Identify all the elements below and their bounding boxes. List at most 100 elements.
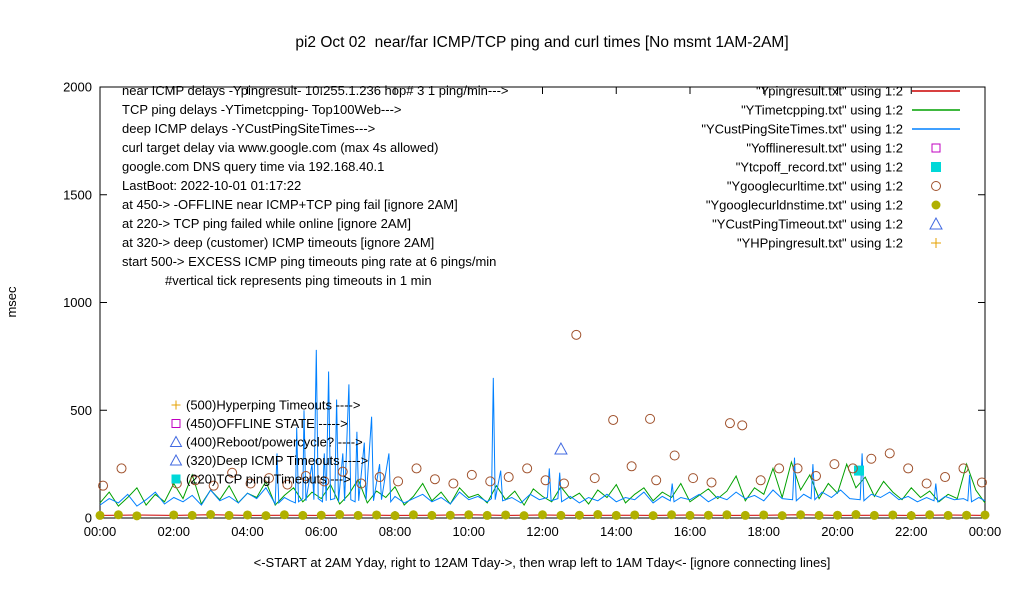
circle-filled-marker (408, 510, 418, 520)
square-filled-marker (171, 474, 181, 484)
x-tick-label: 12:00 (526, 524, 559, 539)
circle-filled-marker (445, 510, 455, 520)
legend: "Ypingresult.txt" using 1:2 "YTimetcpping… (701, 84, 960, 251)
circle-open-marker (485, 476, 496, 487)
y-tick-label: 1000 (63, 295, 92, 310)
series-cust-ping-timeout (554, 441, 568, 455)
annotation-line: LastBoot: 2022-10-01 01:17:22 (122, 178, 301, 193)
circle-filled-marker (482, 510, 492, 520)
x-tick-label: 06:00 (305, 524, 338, 539)
annotations-layer: near ICMP delays -Ypingresult- 10.255.1.… (122, 83, 509, 487)
x-tick-label: 10:00 (452, 524, 485, 539)
circle-filled-marker (353, 510, 363, 520)
annotation-line: TCP ping delays -YTimetcpping- Top100Web… (122, 102, 402, 117)
plus-marker (931, 238, 941, 248)
circle-filled-marker (390, 511, 400, 521)
x-tick-label: 16:00 (674, 524, 707, 539)
circle-open-marker (559, 478, 570, 489)
y-tick-label: 0 (85, 511, 92, 526)
series-tcpoff (854, 465, 865, 476)
circle-open-marker (466, 469, 477, 480)
x-tick-label: 14:00 (600, 524, 633, 539)
plus-marker (171, 400, 181, 410)
circle-open-marker (903, 463, 914, 474)
annotation-line: #vertical tick represents ping timeouts … (165, 273, 432, 288)
circle-open-marker (774, 463, 785, 474)
circle-filled-marker (814, 510, 824, 520)
x-tick-label: 04:00 (231, 524, 264, 539)
legend-label-google-curl: "Ygooglecurltime.txt" using 1:2 (727, 179, 903, 194)
annotation-line: google.com DNS query time via 192.168.40… (122, 159, 384, 174)
circle-open-marker (931, 181, 941, 191)
square-open-marker (171, 419, 181, 428)
circle-filled-marker (962, 510, 972, 520)
circle-filled-marker (851, 510, 861, 520)
circle-filled-marker (869, 510, 879, 520)
x-axis-label: <-START at 2AM Yday, right to 12AM Tday-… (254, 555, 831, 570)
x-tick-label: 20:00 (821, 524, 854, 539)
circle-open-marker (429, 474, 440, 485)
square-filled-marker (854, 465, 865, 476)
circle-filled-marker (685, 510, 695, 520)
circle-filled-marker (740, 510, 750, 520)
circle-filled-marker (703, 510, 713, 520)
circle-filled-marker (372, 510, 382, 520)
circle-filled-marker (501, 510, 511, 520)
chart-title: pi2 Oct 02 near/far ICMP/TCP ping and cu… (295, 34, 788, 51)
circle-filled-marker (261, 511, 271, 521)
circle-open-marker (737, 420, 748, 431)
legend-label-near-icmp: "Ypingresult.txt" using 1:2 (756, 84, 903, 99)
level-label: (400)Reboot/powercycle? ----> (186, 435, 363, 450)
annotation-line: start 500-> EXCESS ICMP ping timeouts pi… (122, 254, 496, 269)
circle-filled-marker (593, 510, 603, 520)
circle-filled-marker (519, 511, 529, 521)
x-tick-label: 08:00 (379, 524, 412, 539)
y-tick-label: 1500 (63, 187, 92, 202)
circle-filled-marker (833, 510, 842, 520)
series-google-curl (98, 329, 987, 491)
level-label: (320)Deep ICMP Timeouts ----> (186, 453, 368, 468)
level-label: (450)OFFLINE STATE -----> (186, 416, 348, 431)
legend-label-offline: "Yofflineresult.txt" using 1:2 (746, 141, 903, 156)
circle-open-marker (921, 478, 932, 489)
circle-filled-marker (206, 510, 216, 520)
y-tick-label: 500 (70, 403, 92, 418)
circle-open-marker (319, 476, 330, 487)
circle-filled-marker (931, 200, 941, 210)
axis-ticks-layer: 00:00 02:00 04:00 06:00 08:00 10:00 12:00 14:00… (63, 80, 1001, 540)
circle-filled-marker (279, 510, 289, 520)
series-google-dns (95, 510, 990, 521)
legend-label-tcpoff: "Ytcpoff_record.txt" using 1:2 (736, 160, 903, 175)
circle-open-marker (626, 461, 637, 472)
circle-open-marker (688, 473, 699, 484)
circle-filled-marker (113, 510, 123, 520)
circle-filled-marker (427, 510, 437, 520)
annotation-line: deep ICMP delays -YCustPingSiteTimes---> (122, 121, 375, 136)
circle-open-marker (411, 463, 422, 474)
x-tick-label: 00:00 (969, 524, 1002, 539)
circle-filled-marker (464, 510, 474, 520)
circle-filled-marker (316, 510, 326, 520)
triangle-open-marker (169, 435, 183, 447)
circle-filled-marker (796, 510, 806, 520)
x-tick-label: 22:00 (895, 524, 928, 539)
annotation-line: at 320-> deep (customer) ICMP timeouts [… (122, 235, 434, 250)
circle-filled-marker (630, 510, 640, 520)
circle-open-marker (792, 463, 803, 474)
circle-open-marker (300, 470, 311, 481)
circle-open-marker (503, 472, 514, 483)
circle-open-marker (356, 478, 367, 489)
circle-open-marker (374, 472, 385, 483)
circle-filled-marker (906, 511, 916, 521)
circle-open-marker (522, 463, 533, 474)
circle-open-marker (847, 463, 858, 474)
circle-filled-marker (667, 510, 677, 520)
circle-open-marker (976, 477, 987, 488)
circle-open-marker (940, 472, 951, 483)
circle-open-marker (669, 450, 680, 461)
level-label: (500)Hyperping Timeouts ----> (186, 398, 360, 413)
point-series-layer (95, 329, 990, 521)
circle-open-marker (448, 478, 459, 489)
y-tick-label: 2000 (63, 80, 92, 95)
